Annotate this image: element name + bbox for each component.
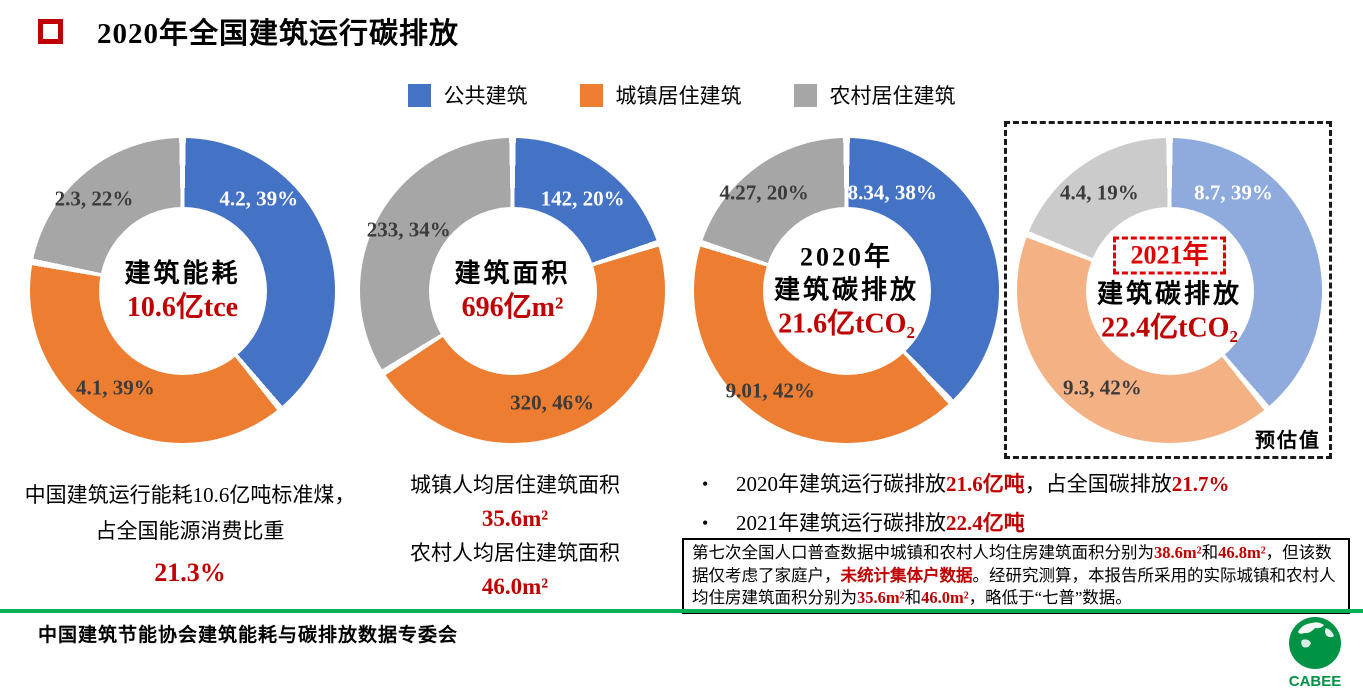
segment-label-urban: 9.01, 42%	[725, 378, 815, 403]
donut-chart-building-energy: 4.2, 39% 4.1, 39% 2.3, 22% 建筑能耗 10.6亿tce	[30, 138, 335, 443]
donut-chart-2020-carbon: 8.34, 38% 9.01, 42% 4.27, 20% 2020年 建筑碳排…	[694, 138, 999, 443]
segment-label-urban: 320, 46%	[510, 390, 595, 415]
segment-label-public: 4.2, 39%	[219, 186, 299, 211]
donut-hole	[1085, 206, 1254, 375]
donut-center-title: 建筑面积	[454, 258, 571, 288]
segment-label-public: 142, 20%	[540, 186, 625, 211]
segment-label-rural: 4.27, 20%	[719, 180, 809, 205]
bullet-2021-carbon: • 2021年建筑运行碳排放22.4亿吨	[702, 509, 1352, 537]
bullet-text: 2020年建筑运行碳排放	[736, 472, 946, 496]
cabee-logo: CABEE	[1283, 616, 1347, 689]
note-text: 和	[1201, 543, 1219, 562]
bullet-value: 21.6亿吨	[946, 472, 1025, 496]
forecast-dashed-frame: 预估值	[1004, 121, 1332, 459]
legend-label-urban-residential: 城镇居住建筑	[615, 84, 742, 108]
segment-label-rural: 2.3, 22%	[54, 186, 134, 211]
legend-swatch-urban-residential	[579, 83, 603, 107]
segment-label-urban: 9.3, 42%	[1063, 375, 1142, 400]
census-note-box: 第七次全国人口普查数据中城镇和农村人均住房建筑面积分别为38.6m²和46.8m…	[682, 538, 1350, 614]
legend-item-rural-residential: 农村居住建筑	[793, 80, 956, 110]
note-energy-share-text: 中国建筑运行能耗10.6亿吨标准煤，占全国能源消费比重	[24, 483, 356, 543]
donut-center-value: 10.6亿tce	[126, 291, 239, 323]
page-title: 2020年全国建筑运行碳排放	[97, 18, 460, 50]
note-text: 第七次全国人口普查数据中城镇和农村人均住房建筑面积分别为	[692, 543, 1154, 562]
donut-center-building-area: 建筑面积 696亿m²	[393, 257, 633, 325]
footer-organization: 中国建筑节能协会建筑能耗与碳排放数据专委会	[38, 625, 459, 646]
donut-center-title: 建筑碳排放	[1096, 279, 1242, 308]
segment-label-public: 8.7, 39%	[1194, 180, 1273, 205]
chart-legend: 公共建筑 城镇居住建筑 农村居住建筑	[0, 80, 1363, 110]
note-value: 35.6m²	[857, 588, 905, 607]
note-rural-area-value: 46.0m²	[481, 574, 549, 599]
donut-hole	[428, 206, 597, 375]
donut-center-title: 建筑能耗	[124, 258, 241, 288]
bullet-value: 21.7%	[1171, 472, 1230, 496]
donut-center-value: 22.4亿tCO₂	[1101, 312, 1238, 343]
legend-label-public: 公共建筑	[443, 84, 528, 108]
globe-icon	[1289, 617, 1341, 669]
donut-center-title: 建筑碳排放	[773, 275, 919, 304]
segment-label-urban: 4.1, 39%	[76, 375, 155, 400]
bullet-text: 2021年建筑运行碳排放	[736, 511, 946, 535]
legend-swatch-public	[407, 83, 431, 107]
footer-divider	[0, 609, 1363, 613]
donut-hole	[98, 206, 267, 375]
donut-center-building-energy: 建筑能耗 10.6亿tce	[63, 257, 303, 325]
donut-hole	[762, 206, 931, 375]
note-energy-share: 中国建筑运行能耗10.6亿吨标准煤，占全国能源消费比重 21.3%	[22, 477, 358, 591]
segment-label-public: 8.34, 38%	[847, 180, 937, 205]
slide-header: 2020年全国建筑运行碳排放	[38, 10, 459, 52]
note-text: ，但该数据仅考虑了家庭户，	[692, 543, 1332, 585]
note-emphasis: 未统计集体户数据	[840, 565, 973, 585]
legend-item-urban-residential: 城镇居住建筑	[579, 80, 742, 110]
legend-swatch-rural-residential	[793, 83, 817, 107]
cabee-logo-text: CABEE	[1288, 673, 1342, 690]
donut-center-2021-carbon: 2021年 建筑碳排放 22.4亿tCO₂	[1050, 236, 1290, 345]
bullet-dot-icon: •	[702, 474, 709, 494]
bullet-dot-icon: •	[702, 513, 709, 533]
note-per-capita-area: 城镇人均居住建筑面积 35.6m² 农村人均居住建筑面积 46.0m²	[370, 468, 660, 604]
note-value: 46.8m²	[1218, 543, 1266, 562]
carbon-bullet-list: • 2020年建筑运行碳排放21.6亿吨，占全国碳排放21.7% • 2021年…	[702, 470, 1352, 548]
bullet-text: ，占全国碳排放	[1024, 472, 1172, 496]
segment-label-rural: 4.4, 19%	[1059, 180, 1139, 205]
note-energy-share-value: 21.3%	[154, 558, 226, 587]
note-text: 和	[904, 588, 922, 607]
forecast-badge: 预估值	[1255, 430, 1321, 452]
bullet-2020-carbon: • 2020年建筑运行碳排放21.6亿吨，占全国碳排放21.7%	[702, 470, 1352, 498]
donut-chart-building-area: 142, 20% 320, 46% 233, 34% 建筑面积 696亿m²	[360, 138, 665, 443]
segment-label-rural: 233, 34%	[366, 217, 451, 241]
donut-center-value: 696亿m²	[461, 291, 564, 323]
legend-item-public: 公共建筑	[407, 80, 528, 110]
note-urban-area-value: 35.6m²	[481, 506, 549, 531]
legend-label-rural-residential: 农村居住建筑	[829, 84, 956, 108]
note-text: 。经研究测算，本报告所采用的实际城镇和农村人均住房建筑面积分别为	[692, 565, 1336, 608]
donut-chart-2021-carbon-forecast: 8.7, 39% 9.3, 42% 4.4, 19% 2021年 建筑碳排放 2…	[1017, 138, 1322, 443]
note-text: ，略低于“七普”数据。	[968, 588, 1132, 607]
note-urban-area-label: 城镇人均居住建筑面积	[410, 473, 620, 497]
note-rural-area-label: 农村人均居住建筑面积	[410, 541, 620, 565]
donut-center-year: 2020年	[799, 242, 893, 271]
donut-center-2020-carbon: 2020年 建筑碳排放 21.6亿tCO₂	[727, 240, 967, 341]
title-bullet-icon	[38, 18, 63, 44]
donut-center-year-boxed: 2021年	[1113, 236, 1226, 274]
note-value: 38.6m²	[1154, 543, 1202, 562]
note-value: 46.0m²	[921, 588, 969, 607]
donut-center-value: 21.6亿tCO₂	[778, 308, 915, 339]
bullet-value: 22.4亿吨	[946, 511, 1025, 535]
